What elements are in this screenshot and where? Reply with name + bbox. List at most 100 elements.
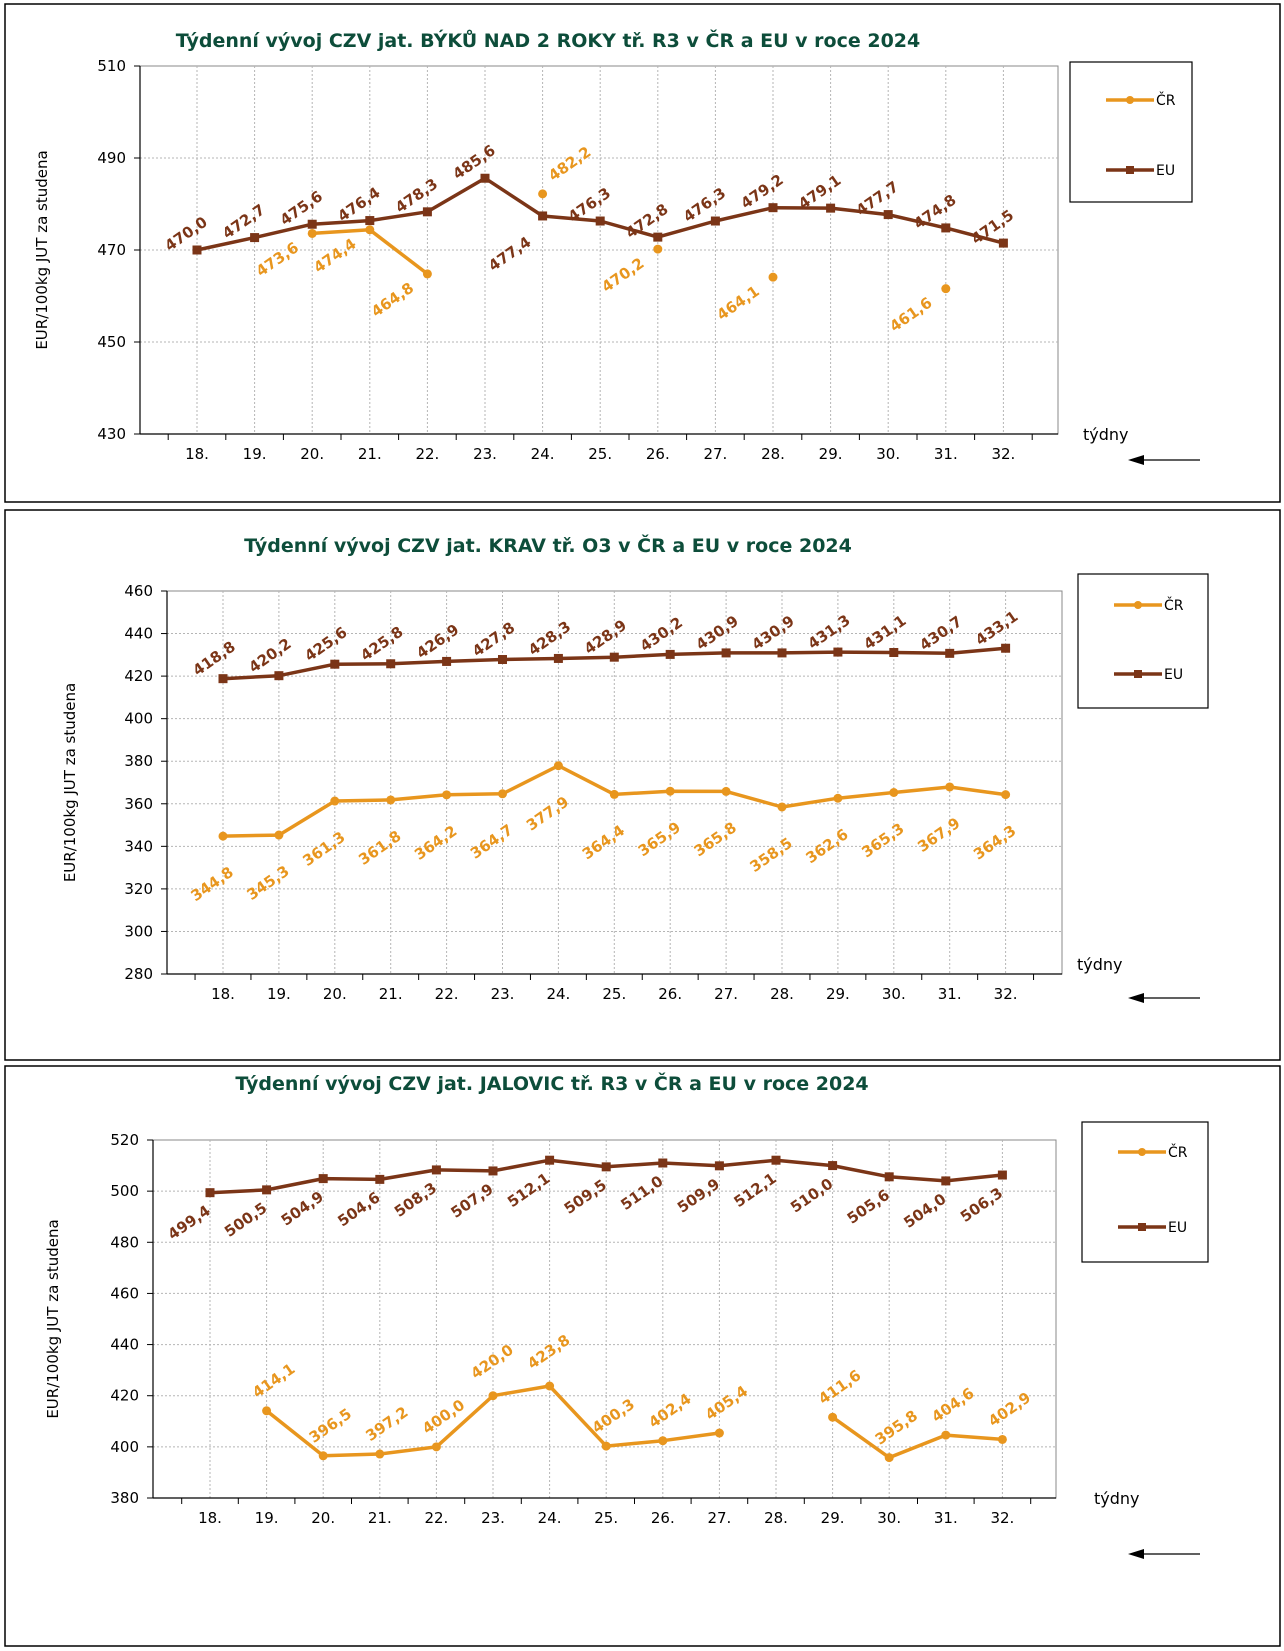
data-label-cr: 474,4	[310, 235, 359, 277]
data-point-eu	[442, 657, 451, 666]
x-tick-label: 19.	[255, 1509, 279, 1527]
data-label-eu: 510,0	[787, 1174, 836, 1216]
data-point-cr	[386, 795, 395, 804]
x-tick-label: 20.	[300, 445, 324, 463]
x-tick-label: 30.	[876, 445, 900, 463]
legend-label-eu: EU	[1168, 1220, 1187, 1236]
data-point-cr	[715, 1429, 724, 1438]
y-tick-label: 280	[124, 965, 153, 983]
data-point-eu	[206, 1188, 215, 1197]
data-label-eu: 433,1	[972, 607, 1021, 649]
data-label-eu: 500,5	[221, 1199, 270, 1241]
data-label-eu: 430,7	[916, 612, 965, 654]
y-tick-label: 430	[97, 425, 126, 443]
data-label-cr: 464,1	[714, 282, 763, 324]
legend-label-cr: ČR	[1156, 91, 1176, 109]
data-point-eu	[219, 674, 228, 683]
data-point-eu	[941, 223, 950, 232]
data-label-cr: 361,3	[299, 828, 348, 870]
data-point-cr	[722, 787, 731, 796]
legend-label-eu: EU	[1156, 163, 1175, 179]
x-tick-label: 30.	[877, 1509, 901, 1527]
data-label-cr: 344,8	[188, 863, 237, 905]
data-point-eu	[538, 211, 547, 220]
legend-marker-eu	[1138, 1223, 1146, 1231]
x-tick-label: 22.	[415, 445, 439, 463]
data-point-cr	[432, 1442, 441, 1451]
x-tick-label: 25.	[594, 1509, 618, 1527]
chart-title: Týdenní vývoj CZV jat. BÝKŮ NAD 2 ROKY t…	[176, 28, 920, 52]
legend-box	[1078, 574, 1208, 708]
chart-panel-bulls: 430 450 470 490 510 18. 19. 20. 21. 22. 23. 24. 25. 2…	[0, 0, 1284, 508]
y-tick-label: 300	[124, 922, 153, 940]
data-point-cr	[498, 789, 507, 798]
x-tick-label: 28.	[761, 445, 785, 463]
y-axis-label: EUR/100kg JUT za studena	[33, 150, 51, 349]
legend-marker-cr	[1138, 1148, 1146, 1156]
x-tick-label: 29.	[826, 985, 850, 1003]
data-point-cr	[945, 782, 954, 791]
legend-marker-cr	[1126, 96, 1134, 104]
data-point-eu	[826, 204, 835, 213]
legend-label-cr: ČR	[1168, 1143, 1188, 1161]
data-label-cr: 364,3	[970, 822, 1019, 864]
data-label-cr: 365,8	[691, 818, 740, 860]
data-point-eu	[715, 1161, 724, 1170]
data-label-cr: 345,3	[243, 862, 292, 904]
data-point-eu	[828, 1161, 837, 1170]
data-point-cr	[941, 1431, 950, 1440]
y-tick-label: 460	[124, 582, 153, 600]
data-label-cr: 365,9	[635, 818, 684, 860]
data-label-eu: 430,9	[749, 612, 798, 654]
y-tick-label: 520	[110, 1131, 139, 1149]
legend-box	[1070, 62, 1192, 202]
data-point-eu	[386, 659, 395, 668]
data-label-cr: 482,2	[545, 143, 594, 185]
data-point-cr	[653, 245, 662, 254]
x-unit-label: týdny	[1094, 1489, 1140, 1508]
data-point-cr	[998, 1435, 1007, 1444]
data-label-cr: 367,9	[914, 814, 963, 856]
data-label-cr: 404,6	[928, 1384, 977, 1426]
x-tick-label: 31.	[934, 445, 958, 463]
data-label-cr: 423,8	[524, 1331, 573, 1373]
data-point-eu	[722, 648, 731, 657]
x-tick-label: 26.	[646, 445, 670, 463]
chart-title: Týdenní vývoj CZV jat. JALOVIC tř. R3 v …	[235, 1071, 868, 1095]
data-label-eu: 428,3	[525, 617, 574, 659]
x-tick-label: 21.	[368, 1509, 392, 1527]
x-tick-label: 32.	[990, 1509, 1014, 1527]
data-point-eu	[365, 216, 374, 225]
chart-panel-cows: 280 300 320 340 360 380 400 420 440 460 18. 19. 20. 2…	[0, 508, 1284, 1064]
x-tick-label: 30.	[882, 985, 906, 1003]
data-label-eu: 506,3	[957, 1184, 1006, 1226]
x-tick-label: 22.	[435, 985, 459, 1003]
x-tick-label: 29.	[821, 1509, 845, 1527]
y-tick-label: 420	[110, 1387, 139, 1405]
x-tick-label: 32.	[991, 445, 1015, 463]
data-point-eu	[1001, 644, 1010, 653]
data-label-eu: 431,1	[860, 611, 909, 653]
data-point-cr	[602, 1442, 611, 1451]
data-label-cr: 464,8	[368, 279, 417, 321]
chart-panel-heifers: 380 400 420 440 460 480 500 520 18. 19. 20. 21. 22. 2…	[0, 1064, 1284, 1651]
data-label-cr: 358,5	[747, 834, 796, 876]
data-label-cr: 364,4	[579, 821, 628, 863]
data-label-eu: 430,9	[693, 612, 742, 654]
x-tick-label: 20.	[311, 1509, 335, 1527]
data-point-eu	[999, 239, 1008, 248]
data-point-cr	[274, 831, 283, 840]
arrow-head	[1128, 993, 1144, 1003]
data-label-eu: 430,2	[637, 613, 686, 655]
data-point-cr	[610, 790, 619, 799]
data-label-eu: 505,6	[844, 1186, 893, 1228]
data-label-eu: 504,0	[900, 1190, 949, 1232]
x-tick-label: 32.	[994, 985, 1018, 1003]
data-point-cr	[769, 273, 778, 282]
data-point-eu	[308, 220, 317, 229]
data-label-eu: 504,6	[334, 1188, 383, 1230]
x-tick-label: 18.	[211, 985, 235, 1003]
data-point-eu	[262, 1185, 271, 1194]
x-tick-label: 23.	[473, 445, 497, 463]
x-unit-label: týdny	[1077, 955, 1123, 974]
